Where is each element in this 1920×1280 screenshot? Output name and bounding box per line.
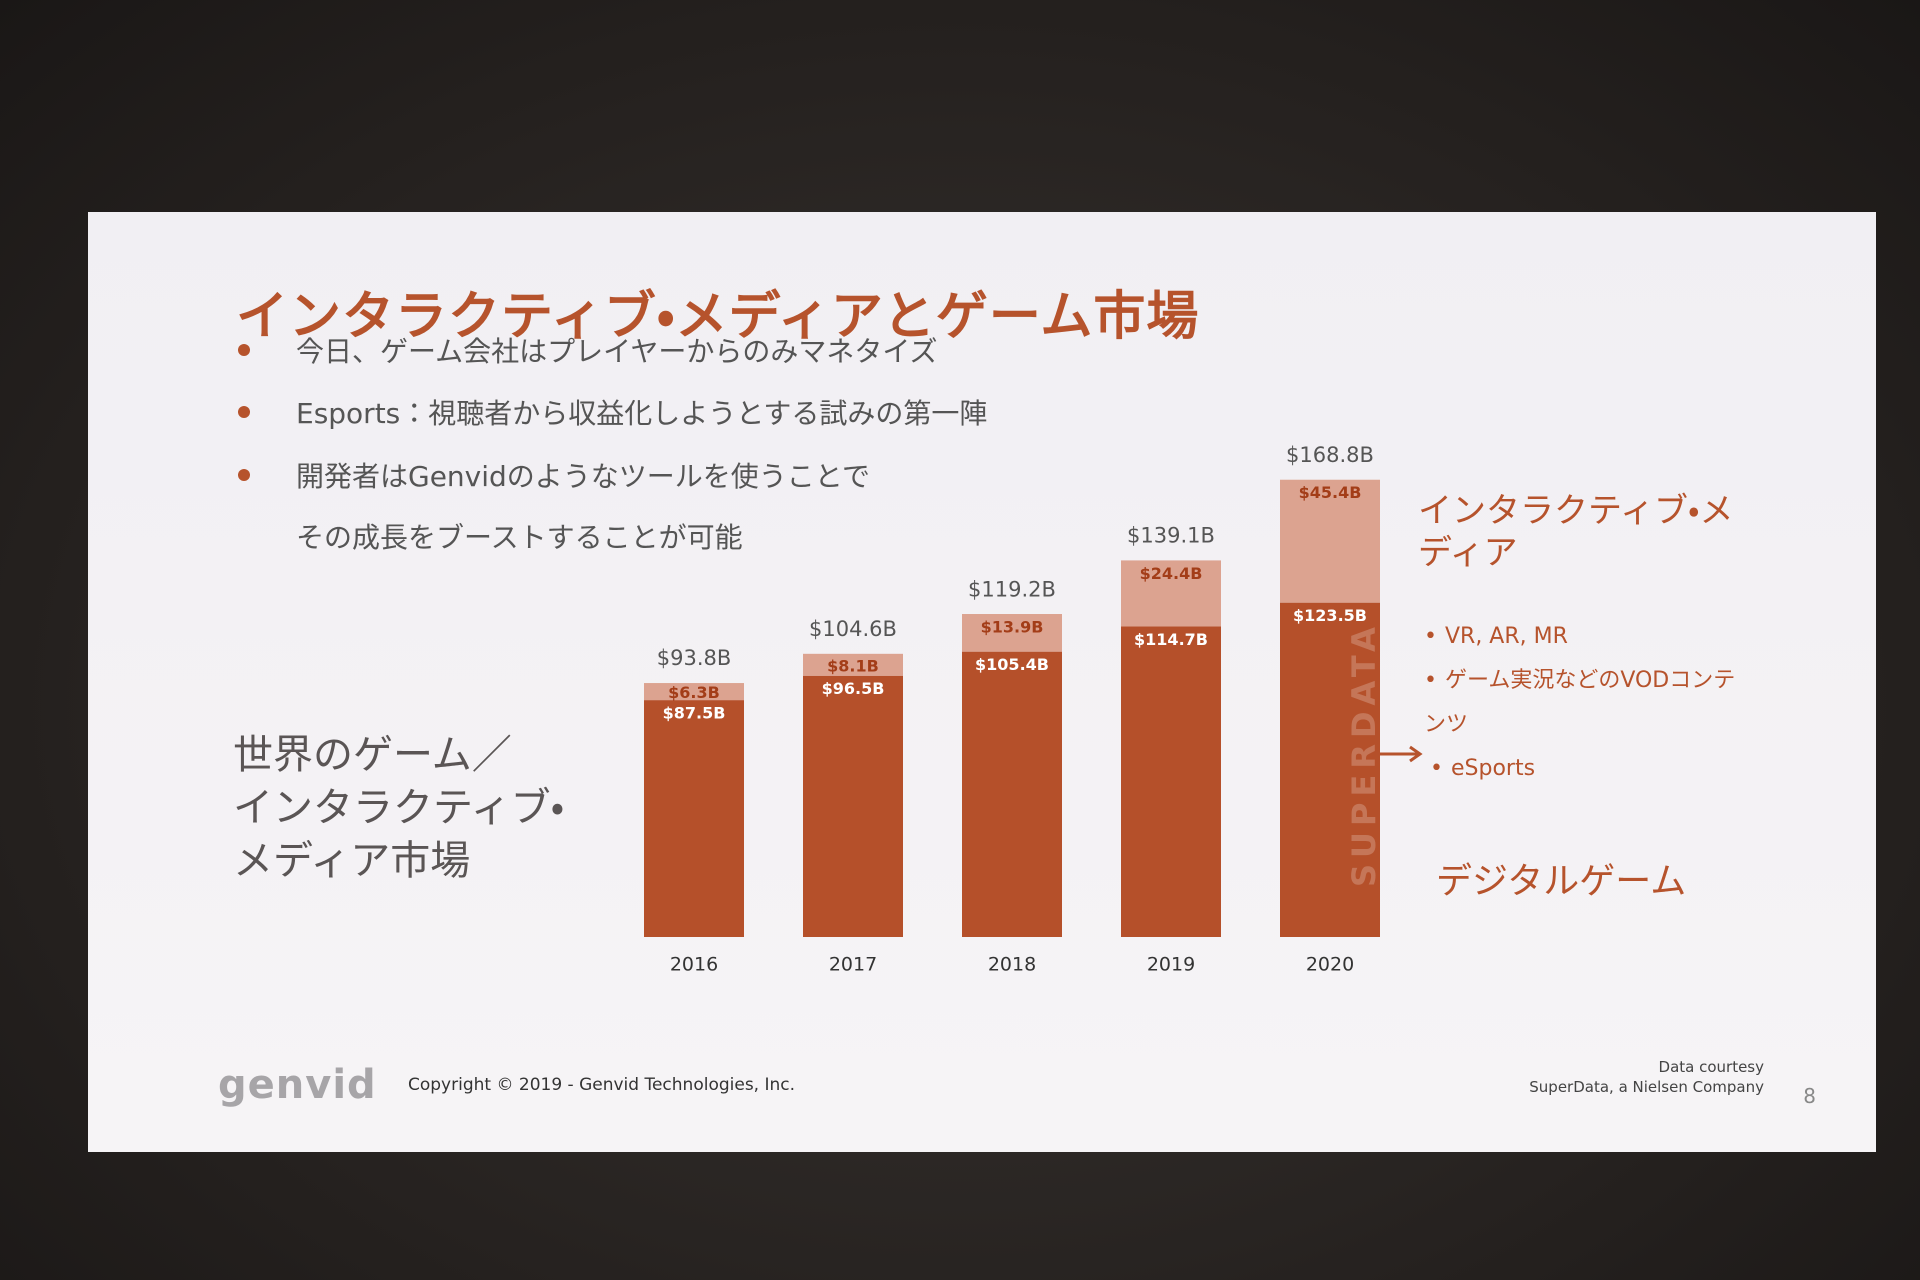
value-label: $105.4B <box>975 655 1049 674</box>
source: SuperData, a Nielsen Company <box>1529 1078 1764 1096</box>
bullet: Esports：視聴者から収益化しようとする試みの第一陣 <box>296 397 988 430</box>
legend-label: インタラクティブ・メディア <box>1418 491 1734 573</box>
total-label: $119.2B <box>968 577 1056 601</box>
legend-label: デジタルゲーム <box>1436 861 1687 902</box>
total-label: $168.8B <box>1286 443 1374 467</box>
value-label: $87.5B <box>663 704 726 723</box>
annotation: ゲーム実況などのVODコンテンツ <box>1424 659 1754 747</box>
bar-segment <box>644 683 744 701</box>
value-label: $123.5B <box>1293 606 1367 625</box>
bullet: 開発者はGenvidのようなツールを使うことで <box>296 460 870 493</box>
value-label: $13.9B <box>981 618 1044 637</box>
bar-segment <box>1121 626 1221 937</box>
slide: インタラクティブ・メディアとゲーム市場 今日、ゲーム会社はプレイヤーからのみマネ… <box>88 212 1876 1152</box>
watermark: SUPERDATA <box>1345 621 1383 887</box>
bullet-dot <box>238 344 250 356</box>
bullet-dot <box>238 469 250 481</box>
annotation-text: VR, AR, MR <box>1444 624 1568 649</box>
value-label: $114.7B <box>1134 630 1208 649</box>
value-label: $45.4B <box>1299 483 1362 502</box>
annotation-text: ゲーム実況などのVODコンテンツ <box>1424 668 1736 737</box>
bullet-dot <box>238 406 250 418</box>
chart-title: 世界のゲーム／ <box>233 732 512 778</box>
bar-segment <box>962 614 1062 652</box>
annotation: eSports <box>1430 747 1760 791</box>
annotation-text: eSports <box>1450 756 1536 781</box>
bar-segment <box>962 651 1062 937</box>
slide-title: インタラクティブ・メディアとゲーム市場 <box>236 287 1200 347</box>
bullet: 今日、ゲーム会社はプレイヤーからのみマネタイズ <box>296 335 938 368</box>
value-label: $24.4B <box>1140 564 1203 583</box>
total-label: $139.1B <box>1127 523 1215 547</box>
x-tick-label: 2017 <box>829 954 877 976</box>
total-label: $93.8B <box>657 646 732 670</box>
annotation: VR, AR, MR <box>1424 615 1754 659</box>
x-tick-label: 2020 <box>1306 954 1354 976</box>
bar-segment <box>1121 560 1221 627</box>
copyright: Copyright © 2019 - Genvid Technologies, … <box>408 1075 796 1095</box>
bar-segment <box>644 700 744 937</box>
x-tick-label: 2019 <box>1147 954 1195 976</box>
logo: genvid <box>218 1062 377 1108</box>
total-label: $104.6B <box>809 617 897 641</box>
arrow <box>1380 745 1423 763</box>
bar-segment <box>803 653 903 676</box>
chart-title: インタラクティブ・ <box>233 785 565 831</box>
chart: $87.5B $6.3B $93.8B 2016 $96.5B $8.1B $104.6B 2… <box>644 443 1423 976</box>
bar-segment <box>803 675 903 937</box>
bullet: その成長をブーストすることが可能 <box>296 521 743 554</box>
value-label: $6.3B <box>668 683 720 702</box>
source: Data courtesy <box>1658 1058 1764 1076</box>
bar-segment <box>1280 602 1380 937</box>
page-number: 8 <box>1803 1084 1816 1108</box>
x-tick-label: 2018 <box>988 954 1036 976</box>
x-tick-label: 2016 <box>670 954 718 976</box>
value-label: $96.5B <box>822 679 885 698</box>
bar-segment <box>1280 479 1380 603</box>
value-label: $8.1B <box>827 656 879 675</box>
chart-title: メディア市場 <box>233 838 471 884</box>
